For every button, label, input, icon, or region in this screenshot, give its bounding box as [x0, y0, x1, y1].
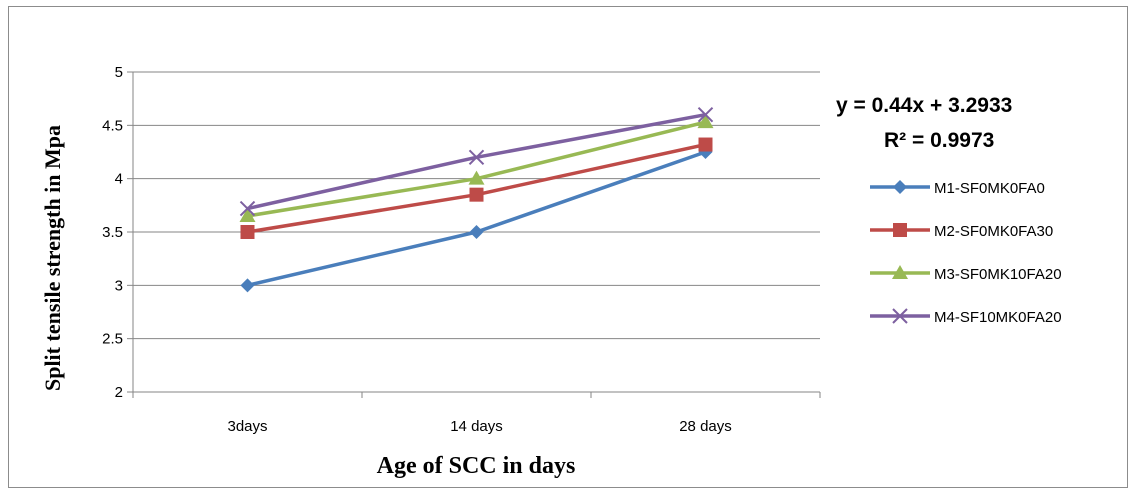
gridlines [133, 71, 820, 340]
data-point-1-2 [469, 225, 484, 239]
legend-marker [893, 223, 907, 237]
data-point-2-2 [469, 187, 484, 202]
y-tick-label: 2.5 [102, 331, 123, 348]
data-point-2-1 [240, 225, 255, 239]
y-tick-label: 3 [115, 277, 123, 294]
y-tick-label: 5 [115, 64, 123, 81]
markers [239, 106, 714, 293]
data-point-2-3 [698, 137, 713, 152]
data-point-3-2 [468, 170, 485, 185]
data-point-4-3 [697, 106, 714, 123]
y-tick-label: 2 [115, 384, 123, 401]
legend-label: M3-SF0MK10FA20 [934, 266, 1062, 283]
legend-label: M2-SF0MK0FA30 [934, 223, 1053, 240]
x-tick-label: 14 days [450, 418, 503, 435]
x-tick-label: 28 days [679, 418, 732, 435]
legend: M1-SF0MK0FA0 M2-SF0MK0FA30 M3-SF0MK10FA20 M… [870, 180, 1062, 326]
chart-frame [8, 6, 1128, 488]
legend-label: M1-SF0MK0FA0 [934, 180, 1045, 197]
x-tick-labels: 3days 14 days 28 days [132, 392, 821, 435]
legend-marker [892, 265, 908, 279]
legend-marker [893, 180, 907, 194]
data-point-4-2 [468, 149, 485, 166]
legend-label: M4-SF10MK0FA20 [934, 309, 1062, 326]
legend-item-4: M4-SF10MK0FA20 [870, 308, 1062, 326]
x-tick-label: 3days [227, 418, 267, 435]
legend-item-2: M2-SF0MK0FA30 [870, 223, 1053, 240]
data-point-3-1 [239, 208, 256, 222]
legend-marker [892, 308, 908, 324]
data-point-4-1 [239, 200, 256, 217]
data-point-3-3 [697, 114, 714, 129]
trendline-equation: y = 0.44x + 3.2933 [836, 94, 1012, 117]
series-line-3 [247, 120, 706, 218]
data-point-1-1 [240, 278, 255, 293]
y-tick-label: 3.5 [102, 224, 123, 241]
legend-item-3: M3-SF0MK10FA20 [870, 265, 1062, 283]
legend-item-1: M1-SF0MK0FA0 [870, 180, 1045, 197]
y-tick-label: 4.5 [102, 117, 123, 134]
x-axis-title: Age of SCC in days [377, 453, 576, 479]
trendline-r2: R² = 0.9973 [884, 129, 994, 152]
y-tick-labels: 2 2.5 3 3.5 4 4.5 5 [102, 64, 133, 401]
y-axis-title: Split tensile strength in Mpa [40, 125, 65, 391]
y-tick-label: 4 [115, 171, 123, 188]
